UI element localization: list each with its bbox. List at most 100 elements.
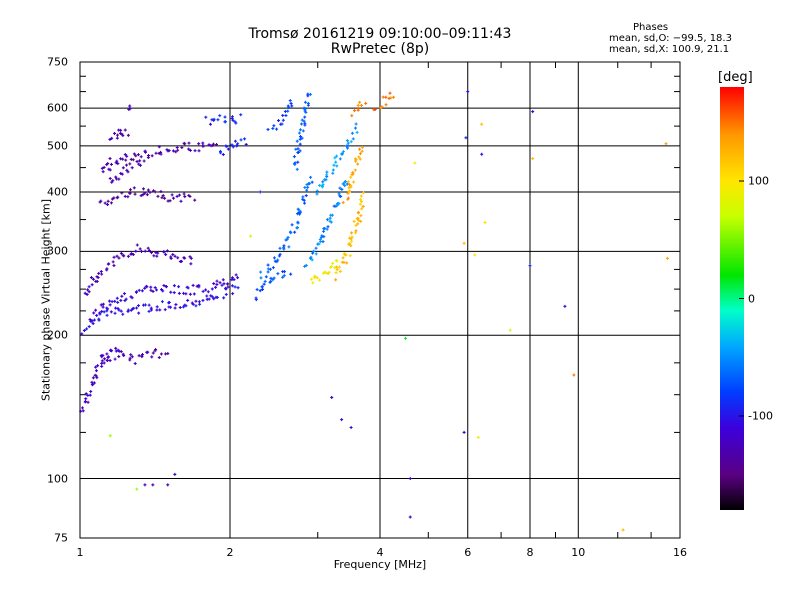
- data-point: [133, 362, 137, 366]
- data-point: [356, 216, 360, 220]
- data-point: [90, 380, 94, 384]
- data-point: [258, 190, 262, 194]
- data-point: [105, 359, 109, 363]
- data-point: [109, 162, 113, 166]
- data-point: [266, 270, 270, 274]
- data-point: [352, 180, 356, 184]
- data-point: [83, 291, 87, 295]
- data-point: [346, 180, 350, 184]
- data-point: [236, 286, 240, 290]
- data-point: [304, 263, 308, 267]
- data-point: [166, 352, 170, 356]
- data-point: [95, 279, 99, 283]
- data-point: [298, 135, 302, 139]
- data-point: [356, 162, 360, 166]
- x-tick-label: 8: [526, 546, 534, 559]
- data-point: [464, 136, 468, 140]
- data-point: [239, 113, 243, 117]
- data-point: [531, 157, 535, 161]
- data-point: [269, 276, 273, 280]
- data-point: [164, 253, 168, 257]
- data-point: [90, 319, 94, 323]
- data-point: [249, 234, 253, 238]
- data-point: [297, 131, 301, 135]
- data-point: [280, 122, 284, 126]
- data-point: [140, 289, 144, 293]
- data-point: [121, 157, 125, 161]
- data-point: [384, 95, 388, 99]
- data-point: [151, 483, 155, 487]
- data-point: [303, 100, 307, 104]
- data-point: [384, 103, 388, 107]
- data-point: [271, 266, 275, 270]
- data-point: [167, 149, 171, 153]
- data-point: [325, 218, 329, 222]
- data-point: [333, 156, 337, 160]
- data-point: [313, 274, 317, 278]
- data-point: [110, 300, 114, 304]
- data-point: [328, 219, 332, 223]
- data-point: [123, 194, 127, 198]
- data-point: [125, 168, 129, 172]
- data-point: [298, 137, 302, 141]
- data-point: [347, 186, 351, 190]
- data-point: [243, 137, 247, 141]
- data-point: [302, 119, 306, 123]
- data-point: [357, 218, 361, 222]
- data-point: [318, 183, 322, 187]
- data-point: [234, 121, 238, 125]
- data-point: [335, 265, 339, 269]
- data-point: [195, 284, 199, 288]
- data-point: [271, 127, 275, 131]
- data-point: [91, 322, 95, 326]
- data-point: [356, 103, 360, 107]
- data-point: [131, 158, 135, 162]
- data-point: [223, 115, 227, 119]
- data-point: [263, 279, 267, 283]
- data-point: [353, 168, 357, 172]
- data-point: [121, 166, 125, 170]
- plot-frame: [79, 61, 681, 539]
- data-point: [323, 226, 327, 230]
- data-point: [167, 300, 171, 304]
- data-point: [201, 298, 205, 302]
- data-point: [340, 418, 344, 422]
- data-point: [230, 276, 234, 280]
- data-point: [218, 281, 222, 285]
- data-point: [351, 137, 355, 141]
- data-point: [296, 207, 300, 211]
- data-point: [349, 244, 353, 248]
- data-point: [306, 182, 310, 186]
- data-point: [350, 131, 354, 135]
- data-point: [288, 99, 292, 103]
- data-point: [81, 409, 85, 413]
- data-point: [157, 151, 161, 155]
- data-point: [159, 152, 163, 156]
- data-point: [473, 253, 477, 257]
- data-point: [207, 143, 211, 147]
- y-tick-label: 600: [47, 101, 68, 115]
- data-point: [172, 196, 176, 200]
- data-point: [146, 246, 150, 250]
- data-point: [334, 278, 338, 282]
- data-point: [86, 288, 90, 292]
- data-point: [351, 171, 355, 175]
- data-point: [139, 194, 143, 198]
- data-point: [116, 300, 120, 304]
- data-point: [142, 159, 146, 163]
- data-point: [137, 304, 141, 308]
- data-point: [202, 144, 206, 148]
- data-point: [110, 136, 114, 140]
- data-point: [334, 271, 338, 275]
- data-point: [181, 305, 185, 309]
- data-point: [356, 222, 360, 226]
- data-point: [140, 249, 144, 253]
- data-point: [403, 336, 407, 340]
- data-point: [303, 201, 307, 205]
- data-point: [358, 100, 362, 104]
- phases-o-mode: mean, sd,O: −99.5, 18.3: [609, 33, 732, 44]
- data-point: [330, 395, 334, 399]
- data-point: [304, 110, 308, 114]
- data-point: [289, 272, 293, 276]
